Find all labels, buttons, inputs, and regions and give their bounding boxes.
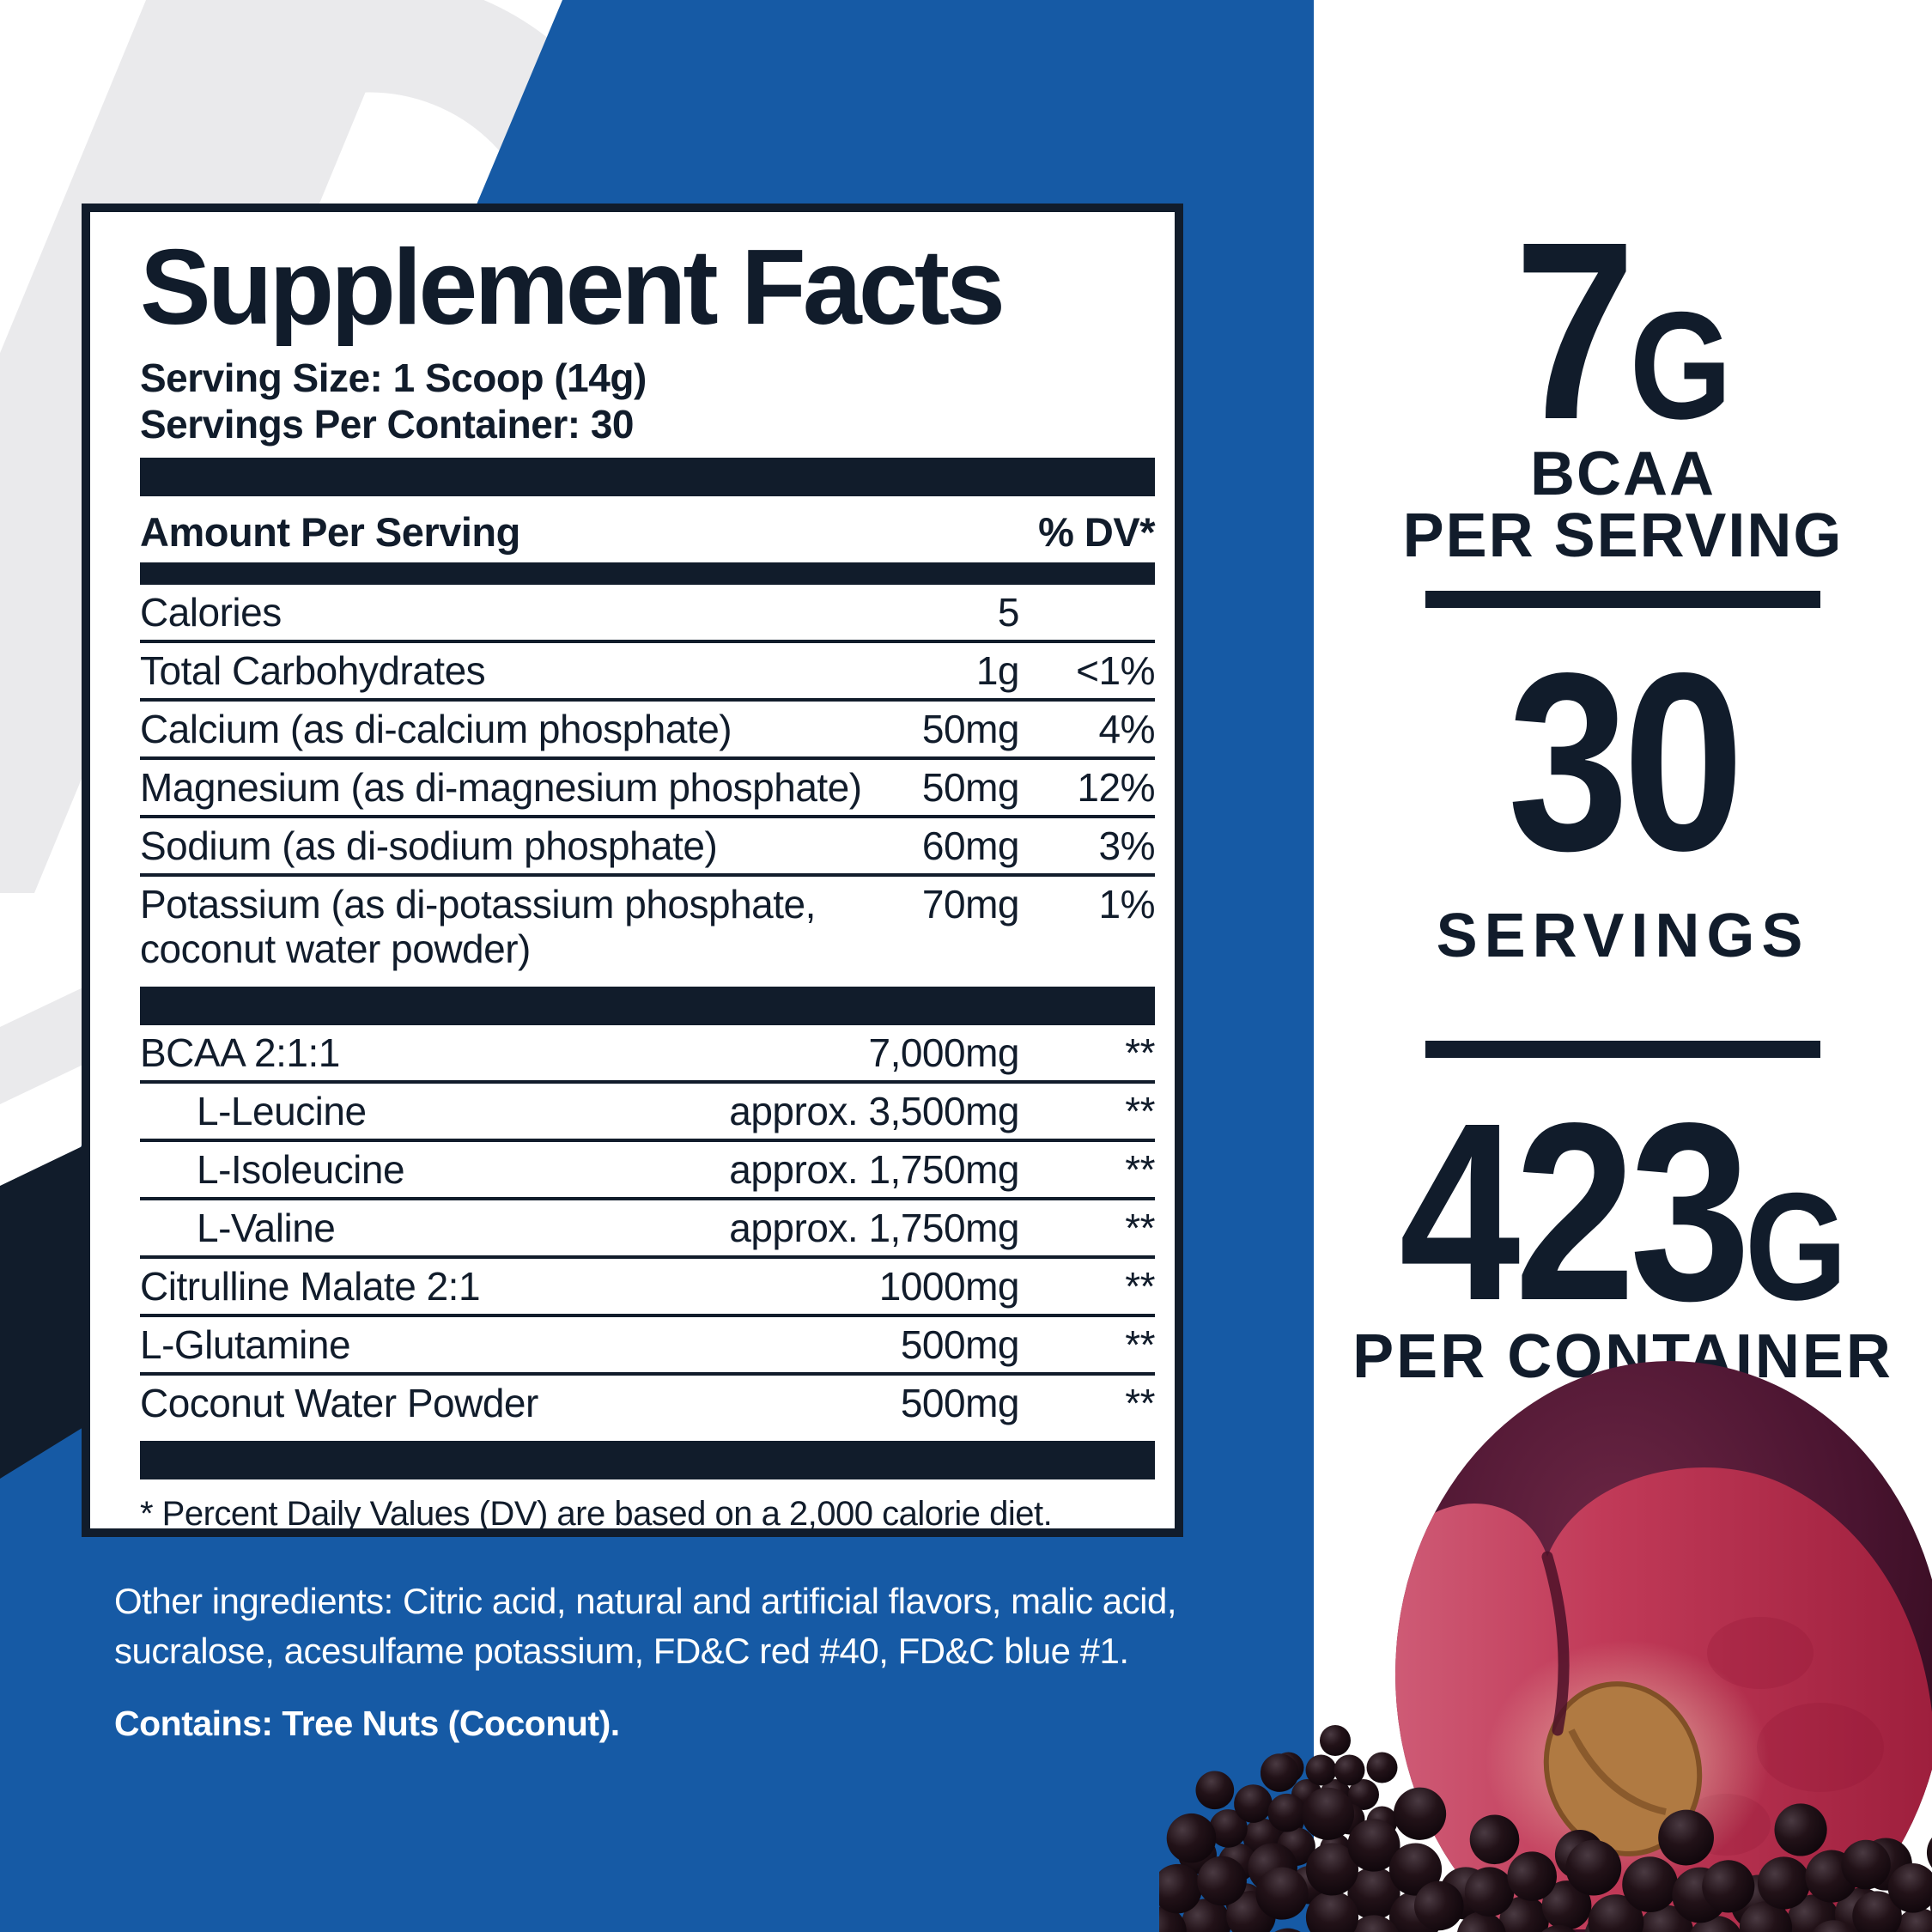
panel-title: Supplement Facts <box>140 228 1005 347</box>
stat-value: 7 <box>1514 189 1635 472</box>
stat-label-per-serving: PER SERVING <box>1402 501 1844 571</box>
row-name: Potassium (as di-potassium phosphate, <box>140 882 816 927</box>
other-ingredients-line: Other ingredients: Citric acid, natural … <box>114 1581 1177 1621</box>
row-amount: 70mg <box>921 882 1020 927</box>
table-row: L-Leucine approx. 3,500mg ** <box>140 1080 1155 1139</box>
table-header: Amount Per Serving % DV* <box>140 496 1155 562</box>
table-row: Magnesium (as di-magnesium phosphate) 50… <box>140 756 1155 815</box>
row-dv: 12% <box>1077 765 1155 810</box>
supplement-facts-panel: Supplement Facts Serving Size: 1 Scoop (… <box>82 204 1183 1537</box>
table-row: Total Carbohydrates 1g <1% <box>140 640 1155 698</box>
table-row: Sodium (as di-sodium phosphate) 60mg 3% <box>140 815 1156 873</box>
row-dv: ** <box>1125 1322 1155 1367</box>
table-row: Coconut Water Powder 500mg ** <box>140 1372 1155 1431</box>
row-amount: 50mg <box>921 765 1020 810</box>
plum-and-blackberries-image <box>1159 1361 1932 1932</box>
row-name: Total Carbohydrates <box>140 648 486 693</box>
row-amount: 500mg <box>900 1381 1020 1425</box>
serving-size: Serving Size: 1 Scoop (14g) <box>140 355 647 400</box>
stat-unit: G <box>1744 1161 1847 1333</box>
table-row: Calories 5 <box>140 585 1155 640</box>
stat-label-bcaa: BCAA <box>1530 440 1716 509</box>
table-row: L-Valine approx. 1,750mg ** <box>140 1197 1155 1255</box>
row-amount: 7,000mg <box>868 1030 1019 1075</box>
divider-bar <box>1425 1041 1820 1059</box>
row-name: Coconut Water Powder <box>140 1381 538 1425</box>
row-amount: 1000mg <box>878 1264 1020 1309</box>
stat-value: 30 <box>1507 620 1744 904</box>
row-amount: approx. 1,750mg <box>729 1206 1019 1250</box>
section-divider-bar <box>140 458 1155 496</box>
row-amount: 1g <box>975 648 1020 693</box>
row-name: Calories <box>140 590 282 635</box>
row-amount: 500mg <box>900 1322 1020 1367</box>
row-dv: ** <box>1125 1381 1155 1425</box>
footnotes: * Percent Daily Values (DV) are based on… <box>140 1492 1155 1537</box>
row-dv: 1% <box>1098 882 1156 927</box>
row-name: Calcium (as di-calcium phosphate) <box>140 707 732 751</box>
section-divider-bar <box>140 987 1155 1025</box>
divider-bar <box>1425 591 1820 609</box>
stat-label-servings: SERVINGS <box>1436 902 1810 971</box>
row-name: L-Isoleucine <box>197 1147 405 1192</box>
row-amount: approx. 1,750mg <box>729 1147 1019 1192</box>
row-dv: ** <box>1125 1089 1155 1133</box>
amount-per-serving-header: Amount Per Serving <box>140 509 520 555</box>
row-dv: <1% <box>1076 648 1155 693</box>
section-divider-bar <box>140 1441 1155 1479</box>
row-amount: approx. 3,500mg <box>729 1089 1019 1133</box>
plum-crease <box>1541 1551 1570 1736</box>
servings-per-container: Servings Per Container: 30 <box>140 402 634 447</box>
other-ingredients: Other ingredients: Citric acid, natural … <box>114 1577 1282 1676</box>
table-row: L-Isoleucine approx. 1,750mg ** <box>140 1139 1155 1197</box>
row-name: Magnesium (as di-magnesium phosphate) <box>140 765 862 810</box>
row-dv: ** <box>1125 1147 1155 1192</box>
row-amount: 5 <box>997 590 1020 635</box>
other-ingredients-line: sucralose, acesulfame potassium, FD&C re… <box>114 1631 1129 1671</box>
row-name2: coconut water powder) <box>140 927 531 971</box>
footnote-dv: * Percent Daily Values (DV) are based on… <box>140 1495 1053 1533</box>
row-dv: 4% <box>1098 707 1156 751</box>
row-amount: 60mg <box>921 823 1020 868</box>
row-name: BCAA 2:1:1 <box>140 1030 340 1075</box>
row-amount: 50mg <box>921 707 1020 751</box>
stat-per-container-value: 423G <box>1363 1085 1884 1339</box>
dv-header: % DV* <box>1038 509 1155 555</box>
stat-servings-value: 30 <box>1489 635 1757 889</box>
stat-bcaa-per-serving-value: 7G <box>1497 204 1750 458</box>
row-name: L-Valine <box>197 1206 336 1250</box>
table-row: Calcium (as di-calcium phosphate) 50mg 4… <box>140 698 1156 756</box>
stat-value: 423 <box>1399 1070 1751 1354</box>
header-divider-bar <box>140 562 1155 585</box>
facts-rows: Calories 5 Total Carbohydrates 1g <1% Ca… <box>140 585 1156 1479</box>
row-dv: ** <box>1125 1206 1155 1250</box>
right-stats-column: 7G BCAA PER SERVING 30 SERVINGS 423G PER… <box>1314 0 1932 1388</box>
row-dv: ** <box>1125 1030 1155 1075</box>
row-dv: ** <box>1125 1264 1155 1309</box>
table-row: Citrulline Malate 2:1 1000mg ** <box>140 1255 1155 1314</box>
table-row: BCAA 2:1:1 7,000mg ** <box>140 1025 1155 1080</box>
row-name: L-Leucine <box>197 1089 367 1133</box>
footnote-not-established: ** Daily Value not established. <box>140 1536 1155 1537</box>
row-dv: 3% <box>1098 823 1156 868</box>
row-name: Sodium (as di-sodium phosphate) <box>140 823 718 868</box>
table-row: L-Glutamine 500mg ** <box>140 1314 1155 1372</box>
stat-unit: G <box>1629 280 1732 451</box>
row-name: Citrulline Malate 2:1 <box>140 1264 481 1309</box>
table-row: Potassium (as di-potassium phosphate, co… <box>140 873 1156 976</box>
allergen-contains: Contains: Tree Nuts (Coconut). <box>114 1704 620 1743</box>
row-name: L-Glutamine <box>140 1322 351 1367</box>
